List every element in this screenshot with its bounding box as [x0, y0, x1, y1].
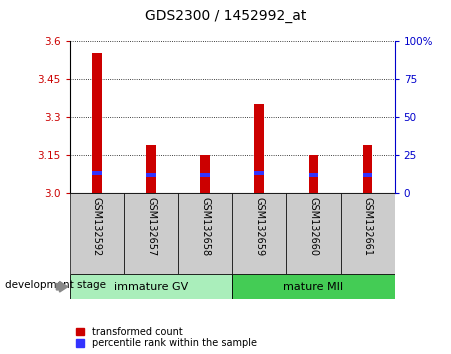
- Text: GSM132659: GSM132659: [254, 197, 264, 256]
- Bar: [254, 171, 264, 175]
- Text: immature GV: immature GV: [114, 282, 188, 292]
- Bar: [92, 171, 102, 175]
- Bar: [200, 173, 210, 177]
- FancyBboxPatch shape: [286, 193, 341, 274]
- Text: development stage: development stage: [5, 280, 106, 290]
- Text: GSM132660: GSM132660: [308, 197, 318, 256]
- FancyBboxPatch shape: [70, 274, 232, 299]
- FancyBboxPatch shape: [70, 193, 124, 274]
- Bar: [200, 155, 210, 193]
- FancyBboxPatch shape: [178, 193, 232, 274]
- Text: GSM132592: GSM132592: [92, 197, 102, 256]
- FancyBboxPatch shape: [341, 193, 395, 274]
- Bar: [92, 53, 102, 193]
- Bar: [146, 173, 156, 177]
- Bar: [308, 155, 318, 193]
- Text: GDS2300 / 1452992_at: GDS2300 / 1452992_at: [145, 9, 306, 23]
- Bar: [308, 173, 318, 177]
- Bar: [363, 173, 373, 177]
- FancyBboxPatch shape: [232, 274, 395, 299]
- Bar: [254, 104, 264, 193]
- FancyBboxPatch shape: [232, 193, 286, 274]
- Text: mature MII: mature MII: [283, 282, 344, 292]
- Text: GSM132657: GSM132657: [146, 197, 156, 256]
- FancyBboxPatch shape: [124, 193, 178, 274]
- Text: GSM132661: GSM132661: [363, 197, 373, 256]
- Legend: transformed count, percentile rank within the sample: transformed count, percentile rank withi…: [75, 326, 258, 349]
- Text: GSM132658: GSM132658: [200, 197, 210, 256]
- Bar: [146, 145, 156, 193]
- Bar: [363, 145, 373, 193]
